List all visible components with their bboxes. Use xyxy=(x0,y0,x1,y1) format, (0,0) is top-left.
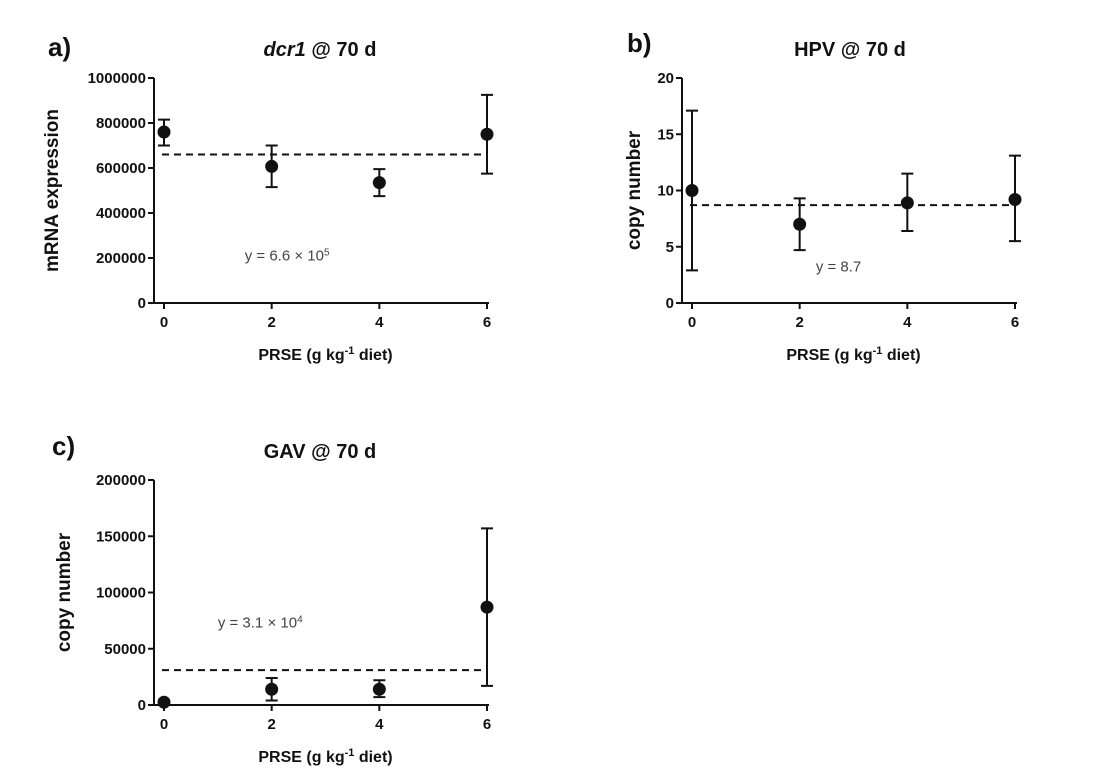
y-tick-label: 600000 xyxy=(96,160,146,177)
x-axis-label-sup: -1 xyxy=(345,345,355,357)
x-tick-label: 4 xyxy=(903,314,912,331)
data-point xyxy=(157,125,171,139)
mean-annotation-text: y = 6.6 × 10 xyxy=(245,247,324,264)
data-point xyxy=(685,184,699,197)
data-point-group xyxy=(372,679,386,699)
chart-title: dcr1 @ 70 d xyxy=(264,39,377,61)
data-point xyxy=(793,217,807,231)
y-tick-label: 15 xyxy=(657,126,674,143)
x-tick-label: 4 xyxy=(375,716,384,733)
x-axis-label-end: diet) xyxy=(354,749,392,766)
mean-annotation-exponent: 5 xyxy=(324,247,330,258)
x-tick-label: 0 xyxy=(160,314,168,331)
panel-letter: c) xyxy=(52,431,75,461)
data-point-group xyxy=(265,144,279,189)
chart-title: HPV @ 70 d xyxy=(794,39,906,61)
data-point xyxy=(372,176,386,190)
x-axis-label: PRSE (g kg-1 diet) xyxy=(786,345,920,364)
data-point xyxy=(480,127,494,141)
y-tick-label: 0 xyxy=(138,295,146,312)
x-axis-label-sup: -1 xyxy=(873,345,883,357)
y-axis-label: mRNA expression xyxy=(42,109,63,272)
data-point xyxy=(480,600,494,614)
y-tick-label: 5 xyxy=(666,239,674,256)
data-point-group xyxy=(372,168,386,198)
y-tick-label: 200000 xyxy=(96,250,146,267)
chart-title-text: HPV @ 70 d xyxy=(794,39,906,61)
mean-annotation-text: y = 3.1 × 10 xyxy=(218,614,297,631)
mean-annotation: y = 3.1 × 104 xyxy=(218,614,303,632)
x-axis-label: PRSE (g kg-1 diet) xyxy=(258,747,392,766)
data-point-group xyxy=(900,172,914,232)
y-tick-label: 50000 xyxy=(104,641,146,658)
chart-panel-2: b) HPV @ 70 d 0 5 10 15 20 0 2 4 6 copy number PRSE … xyxy=(624,28,1022,364)
data-point-group xyxy=(793,197,807,252)
x-axis-label: PRSE (g kg-1 diet) xyxy=(258,345,392,364)
data-point-group xyxy=(685,109,699,272)
chart-title-text: GAV @ 70 d xyxy=(264,441,377,463)
data-point-group xyxy=(480,527,494,687)
x-tick-label: 4 xyxy=(375,314,384,331)
panel-letter: b) xyxy=(627,28,652,58)
mean-annotation-text: y = 8.7 xyxy=(816,259,861,276)
y-tick-label: 400000 xyxy=(96,205,146,222)
y-axis-label: copy number xyxy=(54,532,75,652)
y-axis-label: copy number xyxy=(624,130,645,250)
x-axis-label-main: PRSE (g kg xyxy=(258,347,344,364)
data-point xyxy=(157,695,171,709)
data-point-group xyxy=(1008,154,1022,243)
x-tick-label: 2 xyxy=(267,716,275,733)
x-tick-label: 0 xyxy=(688,314,696,331)
data-point-group xyxy=(157,695,171,709)
y-tick-label: 10 xyxy=(657,183,674,200)
y-tick-label: 200000 xyxy=(96,472,146,489)
panel-letter: a) xyxy=(48,32,71,62)
y-tick-label: 1000000 xyxy=(88,70,146,87)
chart-title: GAV @ 70 d xyxy=(264,441,377,463)
x-tick-label: 2 xyxy=(267,314,275,331)
y-tick-label: 100000 xyxy=(96,585,146,602)
x-tick-label: 6 xyxy=(483,314,491,331)
x-axis-label-main: PRSE (g kg xyxy=(786,347,872,364)
data-point xyxy=(1008,193,1022,206)
data-point xyxy=(265,682,279,696)
x-tick-label: 2 xyxy=(795,314,803,331)
x-tick-label: 6 xyxy=(483,716,491,733)
mean-annotation-exponent: 4 xyxy=(297,614,303,625)
y-tick-label: 20 xyxy=(657,70,674,87)
x-axis-label-end: diet) xyxy=(354,347,392,364)
x-axis-label-sup: -1 xyxy=(345,747,355,759)
chart-title-italic: dcr1 xyxy=(264,39,306,61)
data-point xyxy=(372,682,386,696)
data-point xyxy=(900,196,914,210)
x-axis-label-main: PRSE (g kg xyxy=(258,749,344,766)
x-tick-label: 0 xyxy=(160,716,168,733)
x-tick-label: 6 xyxy=(1011,314,1019,331)
y-tick-label: 150000 xyxy=(96,528,146,545)
data-point-group xyxy=(265,677,279,702)
mean-annotation: y = 6.6 × 105 xyxy=(245,247,330,265)
y-tick-label: 0 xyxy=(138,697,146,714)
data-point xyxy=(265,159,279,173)
data-point-group xyxy=(480,93,494,175)
y-tick-label: 0 xyxy=(666,295,674,312)
data-point-group xyxy=(157,118,171,147)
chart-title-text: @ 70 d xyxy=(306,39,377,61)
mean-annotation: y = 8.7 xyxy=(816,259,861,276)
chart-panel-3: c) GAV @ 70 d 0 50000 100000 150000 200000 0 2 4 6… xyxy=(52,431,494,766)
y-tick-label: 800000 xyxy=(96,115,146,132)
chart-panel-1: a) dcr1 @ 70 d 0 200000 400000 600000 800000 10… xyxy=(42,32,494,364)
x-axis-label-end: diet) xyxy=(882,347,920,364)
